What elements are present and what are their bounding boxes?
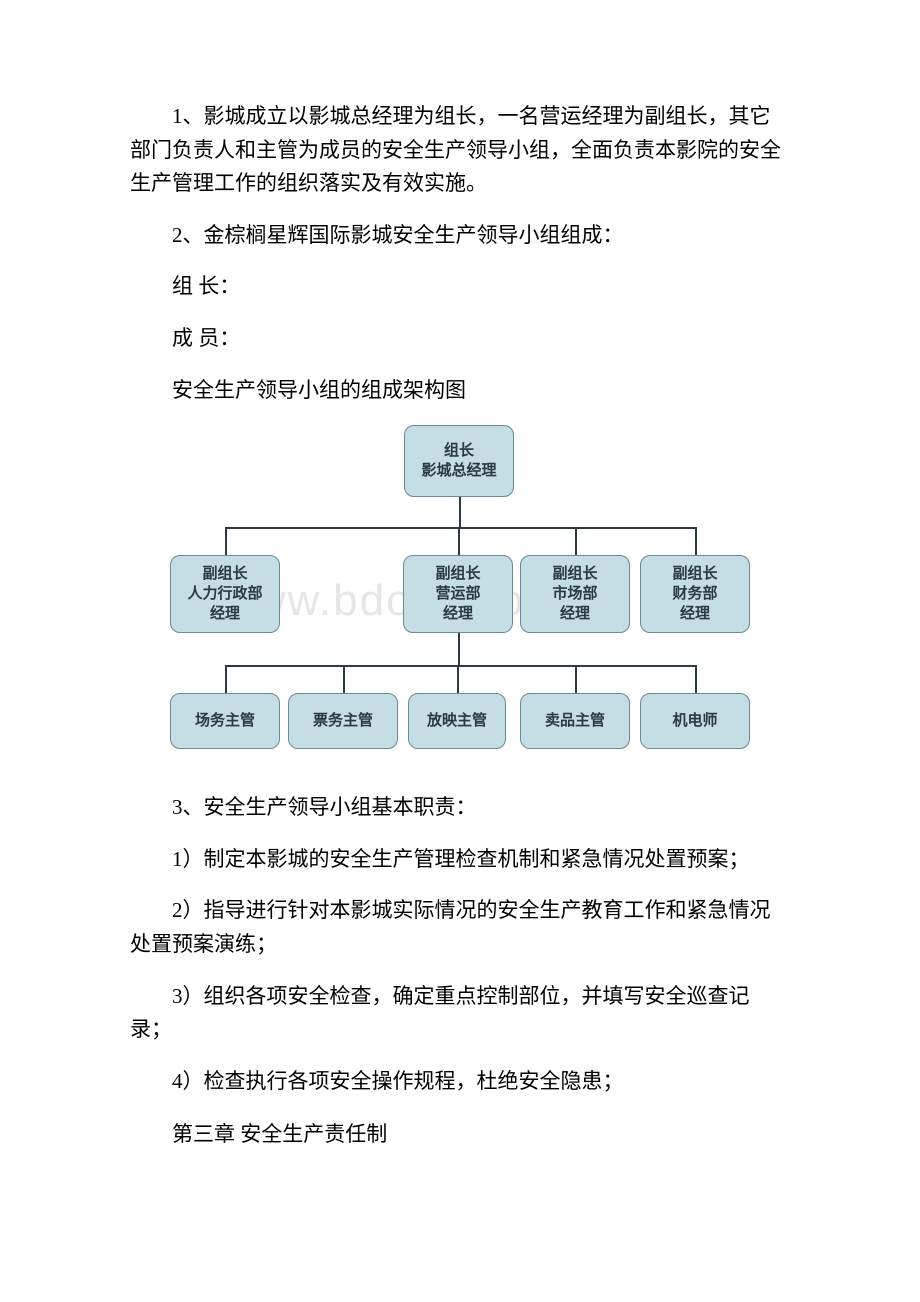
connector	[458, 527, 460, 555]
connector	[457, 665, 459, 693]
org-node-supervisor-0: 场务主管	[170, 693, 280, 749]
paragraph-1: 1、影城成立以影城总经理为组长，一名营运经理为副组长，其它部门负责人和主管为成员…	[130, 100, 790, 201]
connector	[343, 665, 345, 693]
paragraph-6: 3、安全生产领导小组基本职责：	[130, 791, 790, 825]
org-node-deputy-0: 副组长人力行政部经理	[170, 555, 280, 633]
org-node-supervisor-2-line-1: 放映主管	[427, 711, 487, 731]
connector	[575, 527, 577, 555]
paragraph-7: 1）制定本影城的安全生产管理检查机制和紧急情况处置预案；	[130, 843, 790, 877]
org-node-deputy-0-line-1: 副组长	[202, 564, 247, 584]
document-content: 1、影城成立以影城总经理为组长，一名营运经理为副组长，其它部门负责人和主管为成员…	[0, 100, 920, 407]
org-node-supervisor-2: 放映主管	[408, 693, 506, 749]
connector	[695, 665, 697, 693]
label-leader: 组 长：	[130, 270, 790, 304]
connector	[225, 527, 227, 555]
org-node-supervisor-1: 票务主管	[288, 693, 398, 749]
label-members: 成 员：	[130, 322, 790, 356]
paragraph-2: 2、金棕榈星辉国际影城安全生产领导小组组成：	[130, 219, 790, 253]
org-node-deputy-0-line-3: 经理	[210, 604, 240, 624]
org-node-supervisor-0-line-1: 场务主管	[195, 711, 255, 731]
org-node-supervisor-1-line-1: 票务主管	[313, 711, 373, 731]
paragraph-8: 2）指导进行针对本影城实际情况的安全生产教育工作和紧急情况处置预案演练；	[130, 894, 790, 961]
connector	[575, 665, 577, 693]
org-node-leader-line-1: 组长	[444, 441, 474, 461]
org-node-deputy-2-line-2: 市场部	[552, 584, 597, 604]
org-node-deputy-1-line-3: 经理	[443, 604, 473, 624]
org-node-deputy-3: 副组长财务部经理	[640, 555, 750, 633]
org-node-deputy-0-line-2: 人力行政部	[187, 584, 262, 604]
chapter-heading: 第三章 安全生产责任制	[130, 1118, 790, 1152]
org-node-supervisor-4: 机电师	[640, 693, 750, 749]
org-node-deputy-1: 副组长营运部经理	[403, 555, 513, 633]
org-node-supervisor-3: 卖品主管	[520, 693, 630, 749]
connector	[225, 665, 695, 667]
org-node-deputy-2: 副组长市场部经理	[520, 555, 630, 633]
org-node-deputy-3-line-2: 财务部	[672, 584, 717, 604]
org-node-deputy-1-line-2: 营运部	[435, 584, 480, 604]
connector	[225, 527, 695, 529]
diagram-caption: 安全生产领导小组的组成架构图	[130, 374, 790, 408]
org-node-deputy-2-line-3: 经理	[560, 604, 590, 624]
org-node-leader-line-2: 影城总经理	[421, 461, 496, 481]
org-chart: 组长影城总经理副组长人力行政部经理副组长营运部经理副组长市场部经理副组长财务部经…	[150, 425, 770, 767]
connector	[225, 665, 227, 693]
org-node-deputy-2-line-1: 副组长	[552, 564, 597, 584]
org-chart-container: 组长影城总经理副组长人力行政部经理副组长营运部经理副组长市场部经理副组长财务部经…	[0, 425, 920, 767]
org-node-leader: 组长影城总经理	[404, 425, 514, 497]
org-node-deputy-3-line-3: 经理	[680, 604, 710, 624]
org-node-deputy-3-line-1: 副组长	[672, 564, 717, 584]
org-node-supervisor-4-line-1: 机电师	[672, 711, 717, 731]
paragraph-9: 3）组织各项安全检查，确定重点控制部位，并填写安全巡查记录；	[130, 980, 790, 1047]
connector	[695, 527, 697, 555]
org-node-deputy-1-line-1: 副组长	[435, 564, 480, 584]
connector	[459, 497, 461, 527]
document-content-lower: 3、安全生产领导小组基本职责： 1）制定本影城的安全生产管理检查机制和紧急情况处…	[0, 791, 920, 1152]
connector	[458, 633, 460, 665]
paragraph-10: 4）检查执行各项安全操作规程，杜绝安全隐患；	[130, 1065, 790, 1099]
org-node-supervisor-3-line-1: 卖品主管	[545, 711, 605, 731]
